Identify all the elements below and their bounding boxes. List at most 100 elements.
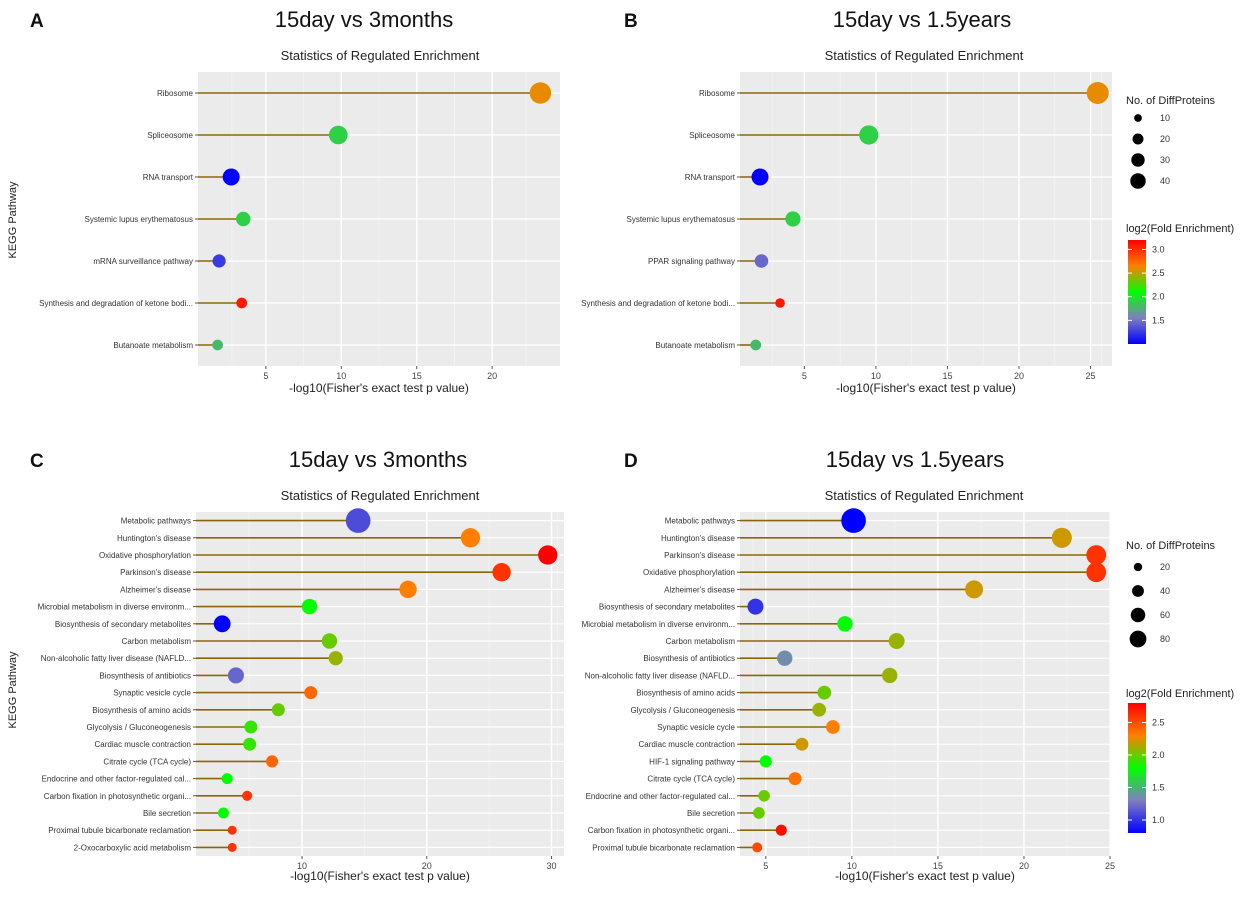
panel-heading: 15day vs 3months [275,7,454,32]
category-label: Carbon fixation in photosynthetic organi… [44,792,191,801]
x-tick-label: 20 [422,861,432,871]
category-label: Ribosome [699,89,736,98]
x-tick-label: 5 [802,371,807,381]
category-label: Proximal tubule bicarbonate reclamation [592,843,735,852]
category-label: Carbon fixation in photosynthetic organi… [588,826,735,835]
panel-letter: B [624,11,638,32]
category-label: Butanoate metabolism [655,341,735,350]
lollipop-point [795,737,809,751]
category-label: Systemic lupus erythematosus [627,215,736,224]
lollipop-point [301,598,318,615]
lollipop-point [758,789,770,802]
category-label: Carbon metabolism [666,637,736,646]
lollipop-point [754,254,769,268]
x-tick-label: 10 [297,861,307,871]
lollipop-point [236,211,251,227]
x-tick-label: 10 [336,371,346,381]
colorbar-label: 1.5 [1152,315,1165,325]
chart-title: Statistics of Regulated Enrichment [281,488,480,503]
category-label: 2-Oxocarboxylic acid metabolism [74,843,192,852]
lollipop-point [328,651,343,666]
category-label: Alzheimer's disease [120,585,191,594]
lollipop-point [1086,545,1107,565]
size-legend-key [1131,153,1145,167]
colorbar-label: 3.0 [1152,244,1165,254]
lollipop-point [753,807,765,819]
category-label: Bile secretion [143,809,191,818]
size-legend-label: 40 [1160,586,1170,596]
category-label: Spliceosome [147,131,193,140]
category-label: Alzheimer's disease [664,585,735,594]
x-tick-label: 10 [847,861,857,871]
category-label: Biosynthesis of secondary metabolites [55,620,191,629]
category-label: Metabolic pathways [665,517,735,526]
x-axis-label: -log10(Fisher's exact test p value) [836,381,1016,395]
lollipop-point [1086,562,1107,583]
colorbar-label: 2.5 [1152,268,1165,278]
panel-heading: 15day vs 3months [289,447,468,472]
size-legend-key [1132,133,1144,145]
colorbar-label: 1.0 [1152,815,1165,825]
size-legend-label: 10 [1160,113,1170,123]
colorbar [1128,703,1146,833]
lollipop-point [227,825,237,835]
category-label: Microbial metabolism in diverse environm… [582,620,735,629]
category-label: Systemic lupus erythematosus [85,215,194,224]
category-label: Endocrine and other factor-regulated cal… [42,775,191,784]
category-label: RNA transport [143,173,194,182]
x-tick-label: 25 [1086,371,1096,381]
lollipop-point [492,563,511,582]
x-tick-label: 30 [547,861,557,871]
lollipop-point [859,125,879,145]
x-tick-label: 15 [933,861,943,871]
x-tick-label: 20 [487,371,497,381]
lollipop-point [1051,527,1072,548]
category-label: Oxidative phosphorylation [643,568,735,577]
panel-heading: 15day vs 1.5years [826,447,1005,472]
lollipop-point [212,339,223,351]
lollipop-point [752,842,763,853]
category-label: Synaptic vesicle cycle [657,723,735,732]
lollipop-point [837,616,853,632]
chart-title: Statistics of Regulated Enrichment [281,48,480,63]
size-legend-key [1130,173,1146,189]
lollipop-point [265,755,279,768]
x-tick-label: 15 [412,371,422,381]
x-axis-label: -log10(Fisher's exact test p value) [290,869,470,883]
lollipop-point [965,580,984,599]
lollipop-point [399,580,417,599]
x-tick-label: 5 [263,371,268,381]
lollipop-point [747,598,764,615]
lollipop-point [213,615,231,633]
category-label: Biosynthesis of secondary metabolites [599,603,735,612]
size-legend-label: 80 [1160,634,1170,644]
x-tick-label: 15 [942,371,952,381]
lollipop-point [227,667,244,684]
lollipop-point [321,633,338,649]
lollipop-point [328,125,348,145]
lollipop-point [882,667,898,684]
category-label: Synthesis and degradation of ketone bodi… [581,299,735,308]
plot-panel [740,512,1110,856]
size-legend-key [1134,114,1142,122]
panel-letter: C [30,451,44,472]
category-label: Parkinson's disease [664,551,735,560]
category-label: Microbial metabolism in diverse environm… [38,603,191,612]
panel-heading: 15day vs 1.5years [833,7,1012,32]
colorbar-label: 2.5 [1152,718,1165,728]
lollipop-point [529,82,552,104]
x-tick-label: 5 [763,861,768,871]
size-legend-title: No. of DiffProteins [1126,540,1216,552]
x-axis-label: -log10(Fisher's exact test p value) [835,869,1015,883]
lollipop-point [775,824,787,836]
y-axis-label: KEGG Pathway [7,181,19,259]
colorbar-label: 2.0 [1152,292,1165,302]
lollipop-point [242,790,253,801]
category-label: Synaptic vesicle cycle [113,689,191,698]
lollipop-point [888,632,905,650]
category-label: Non-alcoholic fatty liver disease (NAFLD… [41,654,191,663]
lollipop-point [212,254,226,268]
lollipop-point [243,737,257,751]
y-axis-label: KEGG Pathway [7,651,19,729]
